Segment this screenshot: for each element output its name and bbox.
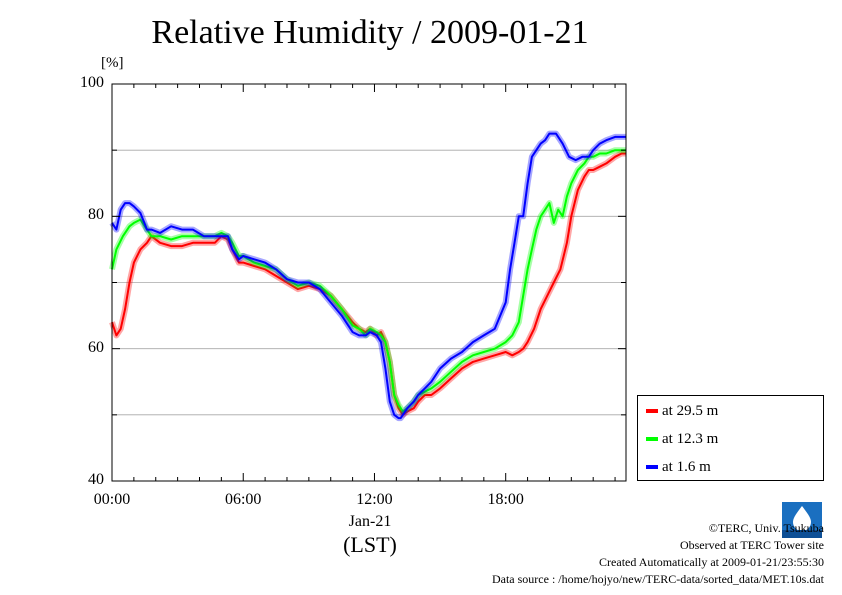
footer-copyright: ©TERC, Univ. Tsukuba xyxy=(708,521,824,535)
legend-swatch-green xyxy=(646,437,658,441)
series-line-2 xyxy=(111,132,626,420)
chart-title: Relative Humidity / 2009-01-21 xyxy=(151,14,589,51)
y-tick-label: 80 xyxy=(88,206,104,224)
legend-swatch-red xyxy=(646,409,658,413)
legend-item-29-5m: at 29.5 m xyxy=(646,401,718,421)
tick-layer xyxy=(111,83,626,482)
terc-logo-icon xyxy=(782,502,822,538)
y-axis-unit: [%] xyxy=(101,55,124,71)
y-tick-label: 40 xyxy=(88,471,104,488)
legend-swatch-blue xyxy=(646,465,658,469)
legend: at 29.5 m at 12.3 m at 1.6 m xyxy=(637,395,824,481)
footer-source: Data source : /home/hojyo/new/TERC-data/… xyxy=(491,572,824,586)
x-tick-label: 06:00 xyxy=(224,491,262,508)
date-label: Jan-21 xyxy=(348,513,392,530)
legend-label: at 12.3 m xyxy=(662,430,719,447)
series-halo-2 xyxy=(109,130,626,422)
series-halo-0 xyxy=(109,150,626,418)
footer-created: Created Automatically at 2009-01-21/23:5… xyxy=(599,555,824,569)
x-tick-label: 12:00 xyxy=(356,491,393,508)
series-line-1 xyxy=(111,149,626,413)
series-layer xyxy=(109,130,626,422)
x-axis-label: (LST) xyxy=(343,532,397,557)
y-tick-label: 100 xyxy=(80,74,104,91)
series-halo-1 xyxy=(109,147,626,415)
legend-label: at 29.5 m xyxy=(662,402,719,419)
x-tick-label: 00:00 xyxy=(93,491,131,508)
footer-observed: Observed at TERC Tower site xyxy=(679,538,824,552)
series-line-0 xyxy=(111,152,626,416)
legend-label: at 1.6 m xyxy=(662,458,711,475)
x-tick-label: 18:00 xyxy=(487,491,524,508)
legend-item-12-3m: at 12.3 m xyxy=(646,429,718,449)
legend-item-1-6m: at 1.6 m xyxy=(646,457,711,477)
y-tick-label: 60 xyxy=(88,338,104,356)
grid-layer xyxy=(112,149,626,416)
